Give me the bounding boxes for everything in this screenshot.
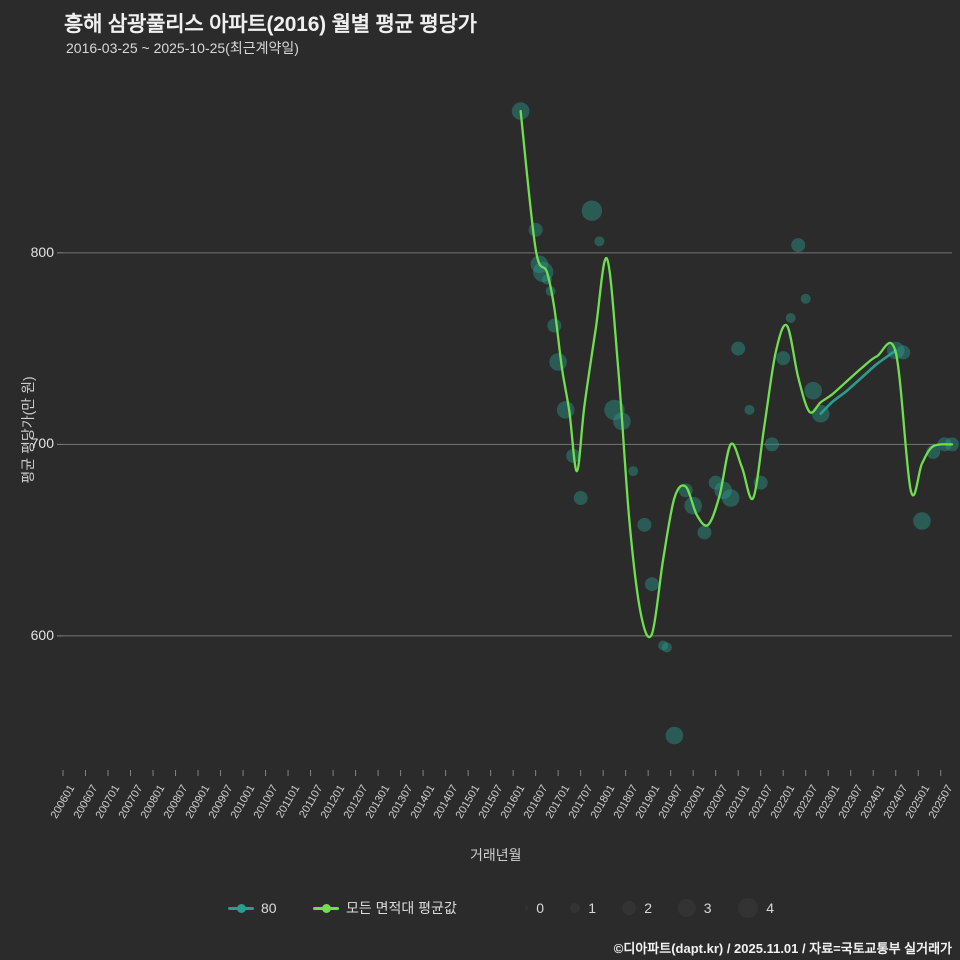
data-bubble — [800, 293, 811, 304]
data-bubble — [791, 238, 806, 253]
legend-label-80: 80 — [261, 900, 277, 916]
size-legend-label: 1 — [588, 900, 596, 916]
size-legend-item: 2 — [622, 893, 652, 923]
data-bubble — [804, 381, 823, 400]
legend-swatch-average — [313, 903, 339, 913]
data-bubble — [628, 466, 639, 477]
data-bubble — [594, 236, 605, 247]
y-tick-label: 600 — [30, 626, 54, 643]
data-bubble — [697, 525, 712, 540]
data-bubble — [604, 399, 625, 421]
data-bubble — [528, 222, 543, 237]
size-legend-dot — [525, 906, 529, 910]
chart-subtitle: 2016-03-25 ~ 2025-10-25(최근계약일) — [66, 40, 299, 56]
legend-label-average: 모든 면적대 평균값 — [346, 900, 457, 916]
size-legend-dot — [622, 901, 637, 915]
data-bubble — [776, 351, 791, 366]
chart-footer: ©디아파트(dapt.kr) / 2025.11.01 / 자료=국토교통부 실… — [613, 941, 952, 956]
legend-item-average[interactable]: 모든 면적대 평균값 — [313, 893, 457, 923]
data-bubble — [661, 642, 672, 653]
data-bubble — [896, 345, 911, 360]
x-axis-title: 거래년월 — [470, 847, 522, 863]
data-bubble — [708, 475, 723, 490]
size-legend-dot — [678, 899, 696, 917]
data-bubble — [913, 512, 931, 530]
size-legend-label: 4 — [766, 900, 774, 916]
data-bubble — [764, 437, 779, 452]
y-tick-label: 800 — [30, 243, 54, 260]
chart-legend: 80 모든 면적대 평균값 0 1 2 3 4 — [0, 893, 960, 923]
size-legend-dot — [570, 903, 581, 913]
data-bubble — [573, 491, 588, 505]
size-legend-item: 1 — [570, 893, 596, 923]
size-legend-label: 3 — [703, 900, 712, 916]
data-bubble — [785, 312, 796, 323]
series-line-80 — [819, 349, 898, 416]
y-tick-label: 700 — [30, 435, 54, 452]
data-bubble — [637, 517, 652, 532]
size-legend-label: 2 — [644, 900, 652, 916]
series-line-average — [519, 109, 954, 639]
size-legend-dot — [737, 897, 759, 919]
data-bubble — [665, 726, 684, 745]
data-bubble — [644, 577, 659, 592]
legend-swatch-80 — [228, 903, 254, 913]
data-bubble — [547, 318, 562, 333]
size-legend-item: 3 — [678, 893, 712, 923]
size-legend-item: 4 — [737, 893, 774, 923]
data-bubble — [556, 401, 575, 419]
size-legend-label: 0 — [536, 900, 544, 916]
legend-item-80[interactable]: 80 — [228, 893, 277, 923]
data-bubble — [658, 640, 669, 651]
data-bubble — [549, 353, 567, 371]
data-bubble — [731, 341, 746, 356]
data-bubble — [721, 489, 740, 507]
chart-title: 흥해 삼광풀리스 아파트(2016) 월별 평균 평당가 — [64, 13, 477, 36]
data-bubble — [744, 404, 755, 415]
size-legend-item: 0 — [525, 893, 544, 923]
data-bubble — [581, 200, 603, 221]
